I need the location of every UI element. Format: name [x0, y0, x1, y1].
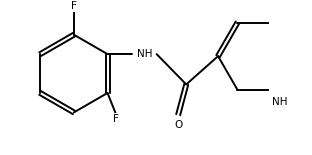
Text: O: O: [174, 120, 182, 130]
Text: F: F: [71, 1, 77, 11]
Text: F: F: [113, 114, 119, 124]
Text: NH: NH: [272, 97, 287, 107]
Text: NH: NH: [137, 49, 152, 59]
